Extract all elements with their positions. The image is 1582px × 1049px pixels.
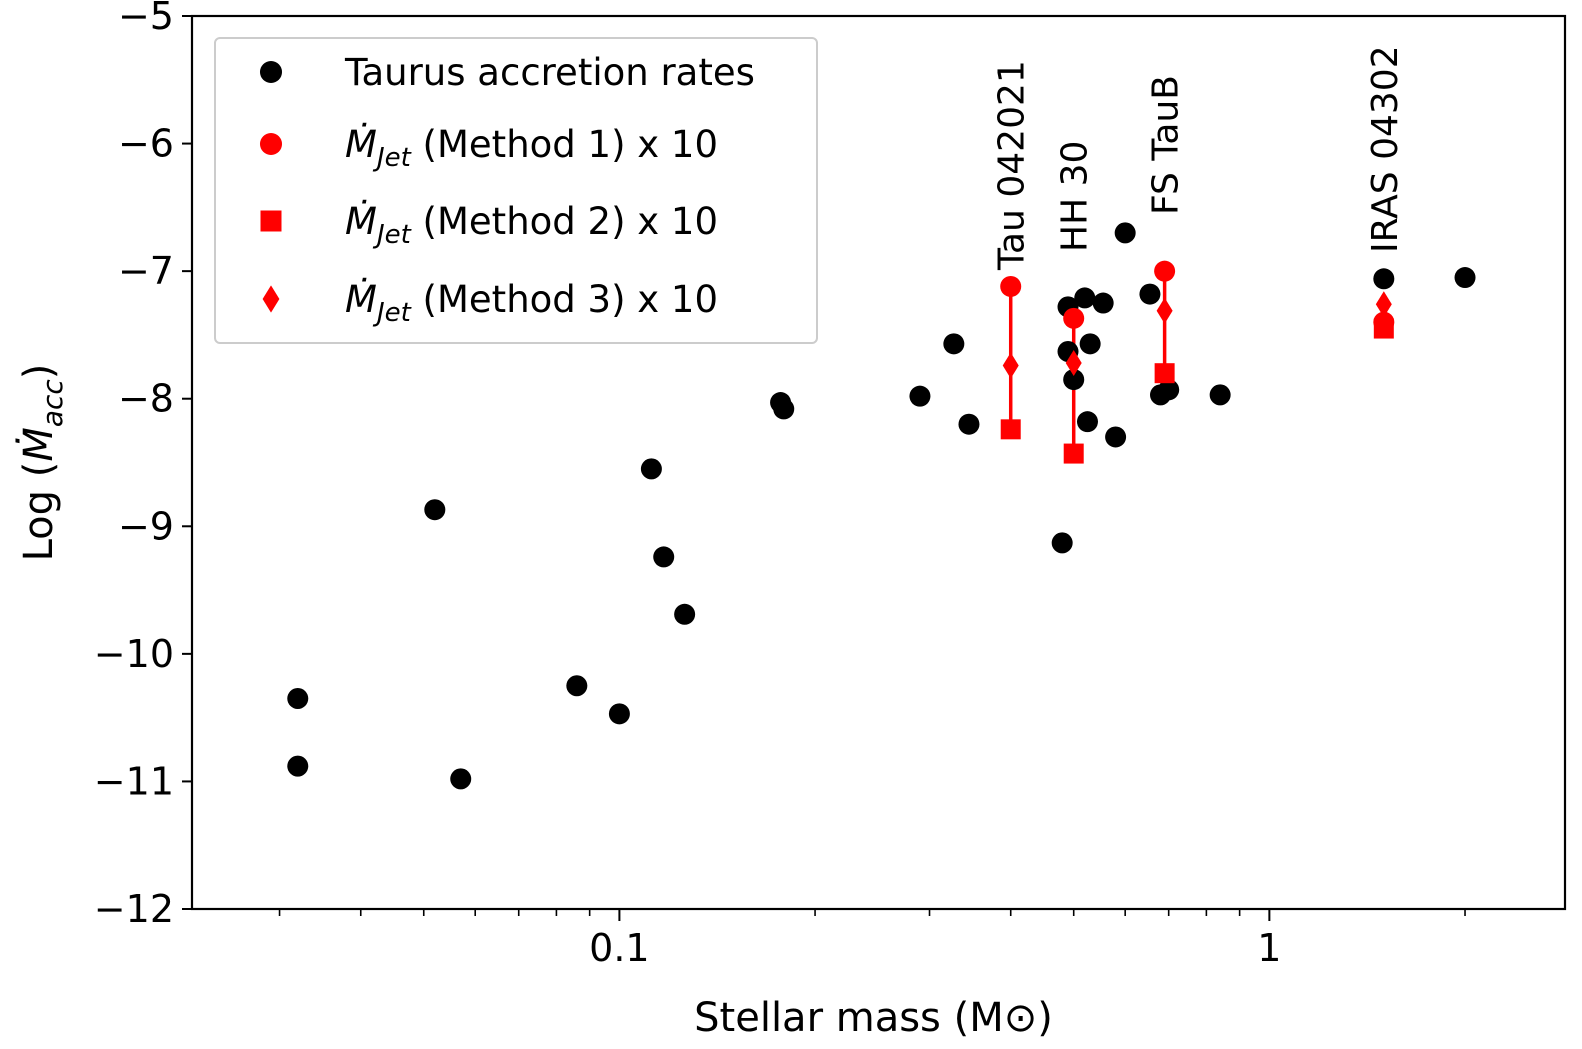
y-axis-label-subscript: acc — [36, 379, 69, 428]
y-tick-label: −10 — [94, 632, 174, 676]
method-3-point-2 — [1156, 297, 1173, 324]
legend-label: (Method 1) x 10 — [411, 123, 718, 166]
taurus-accretion-rates-point-0 — [287, 688, 309, 710]
taurus-accretion-rates-point-2 — [424, 499, 446, 521]
legend-marker-0 — [259, 60, 283, 84]
x-tick-label: 0.1 — [589, 926, 649, 970]
taurus-accretion-rates-point-21 — [1092, 292, 1114, 314]
y-axis-label: Log (Ṁacc) — [14, 364, 69, 562]
taurus-accretion-rates-point-14 — [1051, 532, 1073, 554]
x-tick-label: 1 — [1257, 926, 1281, 970]
method-2-point-3 — [1373, 318, 1394, 339]
y-tick-label: −12 — [94, 887, 174, 931]
taurus-accretion-rates-point-6 — [640, 458, 662, 480]
taurus-accretion-rates-point-12 — [943, 333, 965, 355]
taurus-accretion-rates-point-11 — [909, 385, 931, 407]
taurus-accretion-rates-point-13 — [958, 413, 980, 435]
legend-entry-2: ṀJet (Method 2) x 10 — [345, 200, 718, 250]
y-axis-label-suffix: ) — [16, 364, 62, 380]
method-3-point-1 — [1065, 349, 1082, 376]
y-axis-label-prefix: Log ( — [16, 462, 62, 562]
y-tick-label: −11 — [94, 759, 174, 803]
taurus-accretion-rates-point-7 — [653, 546, 675, 568]
taurus-accretion-rates-point-5 — [608, 703, 630, 725]
method-2-point-2 — [1154, 363, 1175, 384]
y-tick-label: −9 — [118, 504, 174, 548]
annotation-label-3: IRAS 04302 — [1365, 45, 1406, 253]
taurus-accretion-rates-point-27 — [1209, 384, 1231, 406]
method-2-point-1 — [1063, 443, 1084, 464]
taurus-accretion-rates-point-28 — [1373, 268, 1395, 290]
y-tick-label: −5 — [118, 0, 174, 38]
y-tick-label: −8 — [118, 377, 174, 421]
plot-frame — [190, 14, 1567, 911]
method-3-point-0 — [1002, 352, 1019, 379]
method-1-point-0 — [1000, 275, 1022, 297]
legend-label: (Method 3) x 10 — [411, 278, 718, 321]
taurus-accretion-rates-point-24 — [1139, 283, 1161, 305]
plot-marks — [287, 222, 1476, 790]
taurus-accretion-rates-point-22 — [1105, 426, 1127, 448]
taurus-accretion-rates-point-20 — [1079, 333, 1101, 355]
taurus-accretion-rates-point-17 — [1063, 369, 1085, 391]
method-1-point-1 — [1063, 307, 1085, 329]
annotation-label-2: FS TauB — [1146, 75, 1187, 215]
legend-symbol: Ṁ — [345, 200, 377, 243]
annotation-label-0: Tau 042021 — [992, 60, 1033, 271]
legend-subscript: Jet — [372, 298, 412, 328]
y-tick-label: −6 — [118, 122, 174, 166]
taurus-accretion-rates-point-8 — [674, 603, 696, 625]
y-tick-label: −7 — [118, 249, 174, 293]
legend-symbol: Ṁ — [345, 278, 377, 321]
taurus-accretion-rates-point-29 — [1454, 267, 1476, 289]
legend-entry-3: ṀJet (Method 3) x 10 — [345, 278, 718, 328]
taurus-accretion-rates-point-10 — [773, 398, 795, 420]
y-axis-label-symbol: Ṁ — [14, 427, 62, 462]
legend-entry-0: Taurus accretion rates — [344, 51, 755, 94]
legend-subscript: Jet — [372, 220, 412, 250]
taurus-accretion-rates-point-23 — [1114, 222, 1136, 244]
taurus-accretion-rates-point-26 — [1158, 379, 1180, 401]
taurus-accretion-rates-point-1 — [287, 755, 309, 777]
legend-box — [214, 37, 818, 344]
legend-label: (Method 2) x 10 — [411, 200, 718, 243]
legend-subscript: Jet — [372, 143, 412, 173]
taurus-accretion-rates-point-3 — [450, 768, 472, 790]
legend-marker-3 — [262, 285, 280, 313]
annotation-label-1: HH 30 — [1055, 141, 1096, 252]
taurus-accretion-rates-point-4 — [566, 675, 588, 697]
method-3-point-3 — [1375, 291, 1392, 318]
legend-marker-1 — [259, 132, 283, 156]
point-annotations: Tau 042021 HH 30 FS TauB IRAS 04302 — [992, 45, 1406, 271]
axis-ticks: −12 −11 −10 −9 −8 −7 −6 −5 0.1 1 — [94, 0, 1466, 970]
legend-marker-2 — [260, 210, 282, 232]
legend-entry-1: ṀJet (Method 1) x 10 — [345, 123, 718, 173]
x-axis-label: Stellar mass (M⊙) — [694, 995, 1053, 1041]
legend-symbol: Ṁ — [345, 123, 377, 166]
method-1-point-2 — [1154, 260, 1176, 282]
method-2-point-0 — [1000, 419, 1021, 440]
taurus-accretion-rates-point-18 — [1074, 287, 1096, 309]
taurus-accretion-rates-point-19 — [1076, 411, 1098, 433]
